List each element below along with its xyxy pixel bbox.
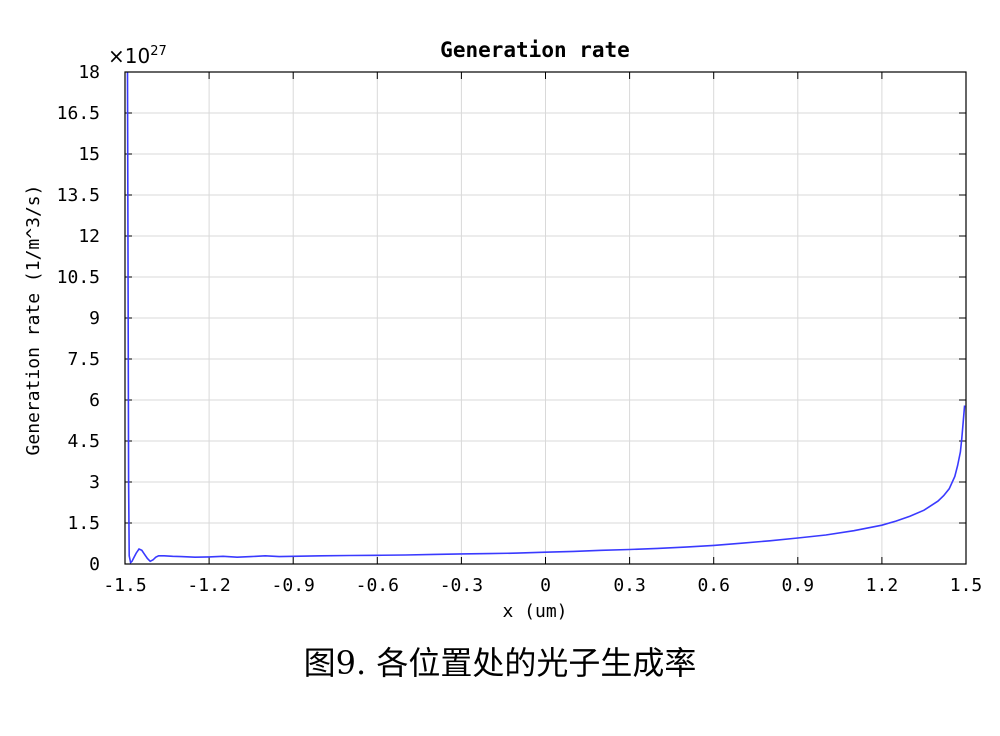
y-tick-label: 1.5: [67, 513, 100, 534]
x-axis-label: x (um): [502, 601, 567, 622]
chart: -1.5 -1.2 -0.9 -0.6 -0.3 0 0.3 0.6 0.9 1.2 1.5 0 1.…: [23, 38, 982, 622]
series-line: [126, 71, 966, 565]
grid-lines: [124, 71, 967, 565]
y-axis-label: Generation rate (1/m^3/s): [23, 185, 44, 456]
x-tick-label: 0: [540, 575, 551, 596]
y-multiplier-exponent: 27: [150, 44, 167, 59]
y-tick-label: 6: [89, 390, 100, 411]
y-tick-label: 12: [78, 226, 100, 247]
x-tick-label: -0.9: [272, 575, 315, 596]
x-tick-label: 0.3: [613, 575, 646, 596]
y-tick-label: 16.5: [57, 103, 100, 124]
y-tick-label: 15: [78, 144, 100, 165]
figure-caption: 图9. 各位置处的光子生成率: [303, 644, 697, 682]
chart-title: Generation rate: [440, 38, 630, 62]
y-tick-label: 0: [89, 554, 100, 575]
y-tick-label: 9: [89, 308, 100, 329]
y-multiplier-base: ×10: [108, 44, 150, 68]
y-multiplier: ×1027: [108, 44, 167, 68]
y-axis-ticks: 0 1.5 3 4.5 6 7.5 9 10.5 12 13.5 15 16.5 18: [57, 62, 966, 575]
x-tick-label: 0.6: [697, 575, 730, 596]
x-tick-label: -1.2: [187, 575, 230, 596]
y-tick-label: 3: [89, 472, 100, 493]
y-tick-label: 13.5: [57, 185, 100, 206]
y-tick-label: 18: [78, 62, 100, 83]
plot-frame: [124, 71, 967, 565]
x-axis-ticks: -1.5 -1.2 -0.9 -0.6 -0.3 0 0.3 0.6 0.9 1.2 1.5: [103, 72, 982, 596]
x-tick-label: 1.5: [950, 575, 983, 596]
y-tick-label: 4.5: [67, 431, 100, 452]
x-tick-label: -0.6: [356, 575, 399, 596]
y-tick-label: 7.5: [67, 349, 100, 370]
y-tick-label: 10.5: [57, 267, 100, 288]
x-tick-label: 1.2: [866, 575, 899, 596]
x-tick-label: 0.9: [782, 575, 815, 596]
x-tick-label: -1.5: [103, 575, 146, 596]
x-tick-label: -0.3: [440, 575, 483, 596]
